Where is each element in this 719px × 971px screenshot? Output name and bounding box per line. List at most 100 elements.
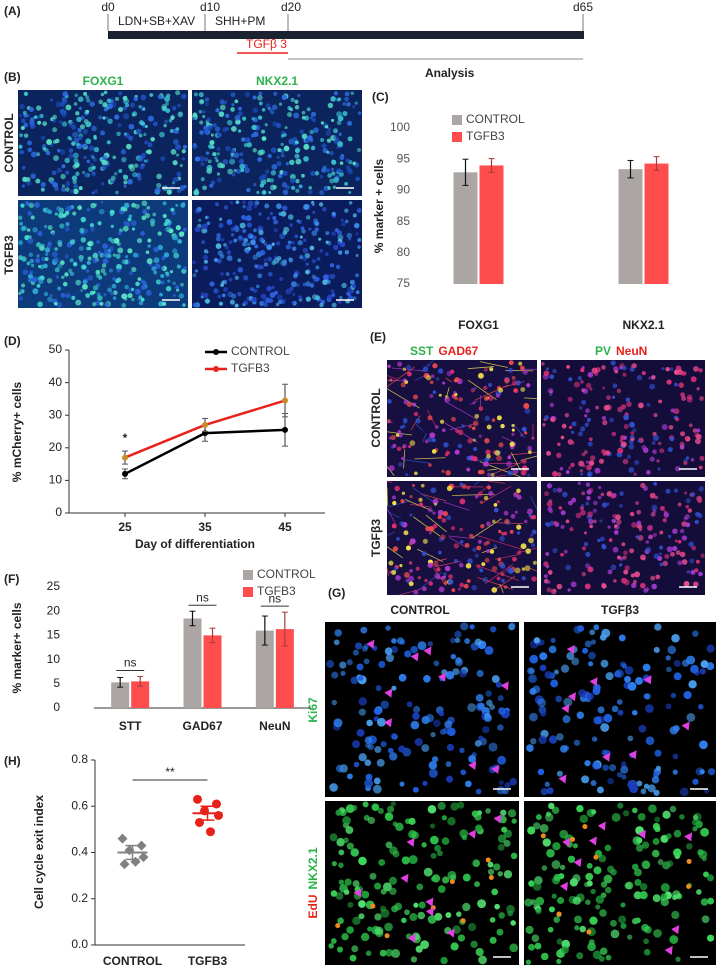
arrowhead (562, 837, 571, 847)
treatment-label: TGFβ 3 (246, 37, 287, 51)
data-point (193, 794, 202, 804)
nucleus (151, 266, 157, 271)
nucleus (86, 159, 91, 164)
nucleus (305, 215, 311, 220)
nucleus (556, 583, 563, 590)
nucleus (135, 281, 140, 287)
nucleus (628, 467, 635, 473)
nucleus (92, 285, 99, 291)
nucleus (527, 508, 533, 515)
nucleus (635, 844, 644, 852)
nucleus (295, 178, 300, 184)
nucleus (71, 295, 76, 300)
nucleus (377, 807, 384, 815)
nucleus (285, 244, 292, 250)
nucleus (305, 262, 309, 266)
nucleus (246, 242, 251, 247)
nucleus (343, 889, 350, 895)
nucleus (301, 110, 306, 115)
nucleus (43, 291, 49, 297)
nucleus (430, 852, 437, 859)
nucleus (478, 406, 484, 411)
nucleus (261, 190, 267, 195)
nucleus (402, 443, 407, 449)
nucleus (619, 563, 623, 567)
nucleus (556, 958, 562, 964)
nucleus (398, 673, 407, 682)
nucleus (365, 950, 372, 957)
nucleus (244, 167, 250, 174)
nucleus (431, 874, 441, 883)
nucleus (582, 464, 586, 468)
nucleus (628, 443, 635, 450)
nucleus (619, 661, 626, 668)
nucleus (209, 281, 215, 287)
nucleus (478, 735, 484, 741)
nucleus (698, 486, 704, 492)
nucleus (392, 500, 397, 506)
nucleus (273, 228, 278, 233)
micrograph (541, 481, 705, 595)
column-label: NKX2.1 (256, 74, 298, 88)
nucleus (351, 104, 356, 109)
nucleus (215, 243, 222, 249)
nucleus (688, 423, 693, 428)
nucleus (497, 755, 507, 765)
nucleus (633, 868, 642, 877)
nucleus (580, 380, 584, 384)
nucleus (234, 275, 240, 280)
nucleus (294, 105, 300, 110)
nucleus (371, 803, 380, 811)
nucleus (311, 117, 316, 123)
nucleus (593, 683, 601, 692)
nucleus (605, 954, 612, 961)
neurite (472, 518, 502, 539)
nucleus (140, 297, 145, 302)
nucleus (588, 651, 596, 660)
nucleus (124, 103, 130, 108)
nucleus (653, 481, 658, 486)
nucleus (546, 522, 551, 528)
nucleus (496, 928, 504, 936)
nucleus (101, 154, 108, 161)
nucleus (44, 257, 49, 261)
nucleus (204, 97, 210, 102)
nucleus (432, 498, 439, 505)
nucleus (445, 470, 451, 476)
nucleus (589, 916, 598, 925)
nucleus (134, 163, 139, 168)
nucleus (672, 894, 678, 901)
nucleus (309, 138, 314, 143)
nucleus (345, 804, 355, 813)
nucleus (339, 661, 347, 669)
nucleus (602, 764, 609, 771)
nucleus (557, 442, 561, 447)
nucleus (441, 837, 450, 845)
nucleus (113, 290, 118, 295)
neurite (386, 466, 395, 476)
nucleus (491, 418, 496, 422)
nucleus (418, 502, 424, 507)
nucleus (18, 291, 22, 296)
nucleus (656, 459, 660, 463)
nucleus (354, 162, 360, 168)
nucleus (607, 777, 615, 785)
nucleus (684, 514, 690, 520)
nucleus (404, 650, 412, 658)
nucleus (290, 185, 296, 190)
nucleus (496, 576, 501, 581)
nucleus (20, 283, 26, 288)
nucleus (570, 430, 575, 434)
nucleus (223, 287, 228, 292)
nucleus (75, 299, 82, 306)
nucleus (544, 491, 550, 497)
nucleus (97, 295, 103, 301)
nucleus (472, 859, 481, 868)
nucleus (280, 211, 287, 217)
nucleus (642, 663, 651, 672)
nucleus (432, 363, 438, 369)
nucleus (309, 245, 315, 251)
nucleus (609, 417, 614, 423)
nucleus (556, 733, 564, 741)
nucleus (229, 200, 234, 205)
